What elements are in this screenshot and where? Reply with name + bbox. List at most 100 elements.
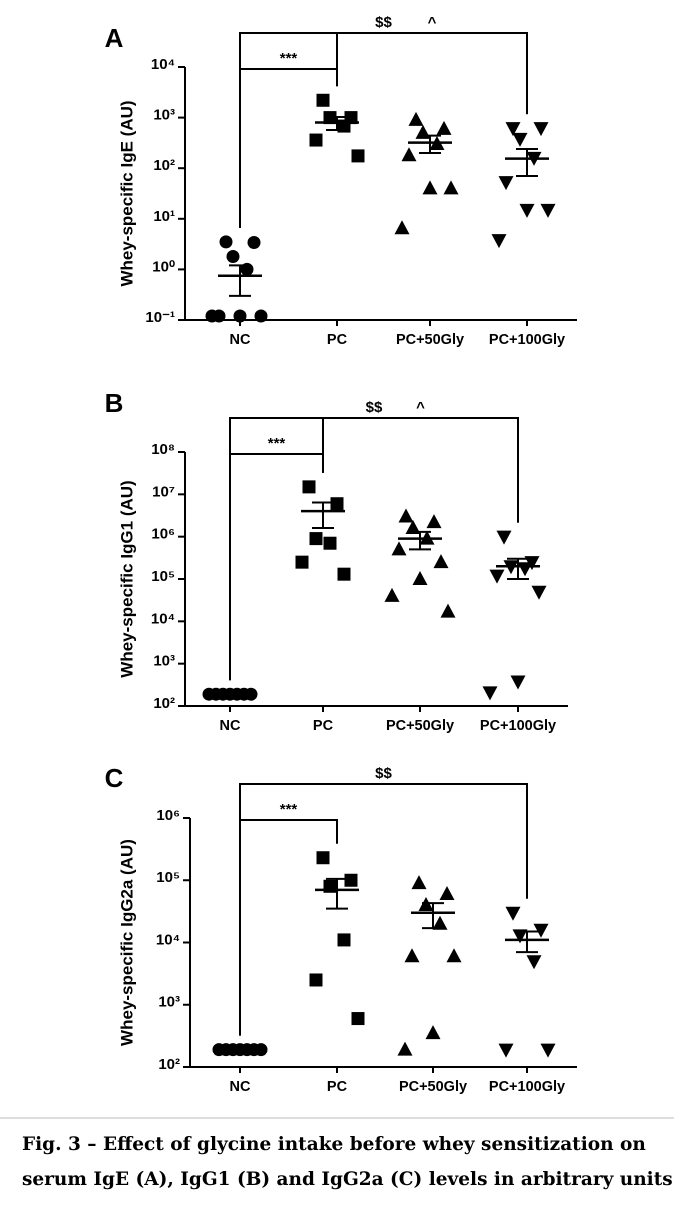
data-point — [439, 886, 455, 901]
error-bar — [229, 264, 251, 297]
data-point — [397, 1041, 413, 1056]
significance-bracket — [229, 417, 519, 681]
x-tick-label: NC — [230, 332, 251, 348]
significance-label: *** — [280, 801, 298, 818]
error-bar — [422, 902, 444, 930]
x-tick-label: NC — [230, 1079, 251, 1095]
data-point — [351, 149, 365, 163]
data-point — [498, 1043, 514, 1058]
error-bar — [219, 692, 241, 696]
significance-label: ^ — [428, 14, 437, 31]
data-point — [337, 933, 351, 947]
data-point — [411, 875, 427, 890]
y-tick-label: 10⁰ — [152, 258, 175, 275]
x-tick-label: PC+100Gly — [480, 718, 556, 734]
error-bar — [326, 115, 348, 131]
data-point — [510, 675, 526, 690]
error-bar — [312, 501, 334, 530]
data-point — [526, 955, 542, 970]
data-point — [433, 554, 449, 569]
panel-label: B — [105, 388, 124, 418]
data-point — [344, 873, 358, 887]
data-point — [330, 497, 344, 511]
panel-label: A — [105, 23, 124, 53]
data-point — [443, 180, 459, 195]
data-point — [295, 555, 309, 569]
significance-label: ^ — [416, 399, 425, 416]
x-tick-label: PC+50Gly — [399, 1079, 467, 1095]
data-point — [254, 309, 268, 323]
error-bar — [516, 147, 538, 178]
data-point — [205, 309, 219, 323]
significance-bracket — [239, 783, 528, 1036]
y-tick-label: 10⁵ — [151, 568, 175, 585]
data-point — [309, 973, 323, 987]
y-tick-label: 10³ — [158, 994, 180, 1011]
y-axis-label: Whey-specific IgG1 (AU) — [117, 480, 136, 677]
x-tick-label: PC — [313, 718, 334, 734]
y-tick-label: 10² — [153, 695, 175, 712]
data-point — [422, 180, 438, 195]
data-point — [436, 120, 452, 135]
data-point — [219, 235, 233, 249]
data-point — [505, 906, 521, 921]
significance-label: $$ — [375, 14, 392, 31]
data-point — [391, 541, 407, 556]
data-point — [337, 567, 351, 581]
data-point — [405, 520, 421, 535]
error-bar — [516, 930, 538, 954]
data-point — [323, 536, 337, 550]
data-point — [384, 587, 400, 602]
significance-label: $$ — [375, 765, 392, 782]
data-point — [247, 236, 261, 250]
significance-label: $$ — [366, 399, 383, 416]
data-point — [531, 585, 547, 600]
data-point — [533, 122, 549, 137]
x-tick-label: PC+100Gly — [489, 332, 565, 348]
x-tick-label: PC — [327, 1079, 348, 1095]
y-tick-label: 10⁴ — [151, 610, 175, 627]
data-point — [489, 569, 505, 584]
data-point — [512, 929, 528, 944]
data-point — [498, 176, 514, 191]
data-point — [533, 923, 549, 938]
data-point — [496, 530, 512, 545]
caption-line: Fig. 3 – Effect of glycine intake before… — [22, 1134, 646, 1155]
y-tick-label: 10⁻¹ — [145, 309, 175, 326]
significance-bracket — [239, 32, 528, 228]
panel-label: C — [105, 763, 124, 793]
y-tick-label: 10⁷ — [152, 483, 175, 500]
y-tick-label: 10⁸ — [151, 441, 175, 458]
data-point — [440, 603, 456, 618]
data-point — [394, 220, 410, 235]
x-tick-label: PC — [327, 332, 348, 348]
y-tick-label: 10¹ — [153, 208, 175, 225]
y-tick-label: 10⁴ — [151, 56, 175, 73]
data-point — [351, 1012, 365, 1026]
data-point — [505, 122, 521, 137]
x-tick-label: PC+50Gly — [396, 332, 464, 348]
data-point — [426, 514, 442, 529]
x-tick-label: PC+100Gly — [489, 1079, 565, 1095]
data-point — [482, 686, 498, 701]
data-point — [398, 508, 414, 523]
data-point — [226, 249, 240, 263]
error-bar — [229, 1047, 251, 1052]
x-tick-label: NC — [220, 718, 241, 734]
data-point — [233, 309, 247, 323]
data-point — [446, 948, 462, 963]
data-point — [316, 851, 330, 865]
data-point — [408, 111, 424, 126]
error-bar — [409, 530, 431, 551]
y-axis-label: Whey-specific IgG2a (AU) — [117, 839, 136, 1046]
error-bar — [419, 134, 441, 154]
y-tick-label: 10³ — [153, 107, 175, 124]
data-point — [316, 93, 330, 107]
significance-label: *** — [280, 50, 298, 67]
data-point — [432, 915, 448, 930]
data-point — [540, 203, 556, 218]
data-point — [309, 532, 323, 546]
data-point — [512, 132, 528, 147]
